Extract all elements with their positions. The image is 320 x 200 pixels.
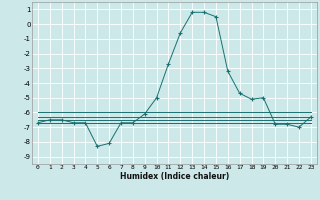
X-axis label: Humidex (Indice chaleur): Humidex (Indice chaleur) — [120, 172, 229, 181]
